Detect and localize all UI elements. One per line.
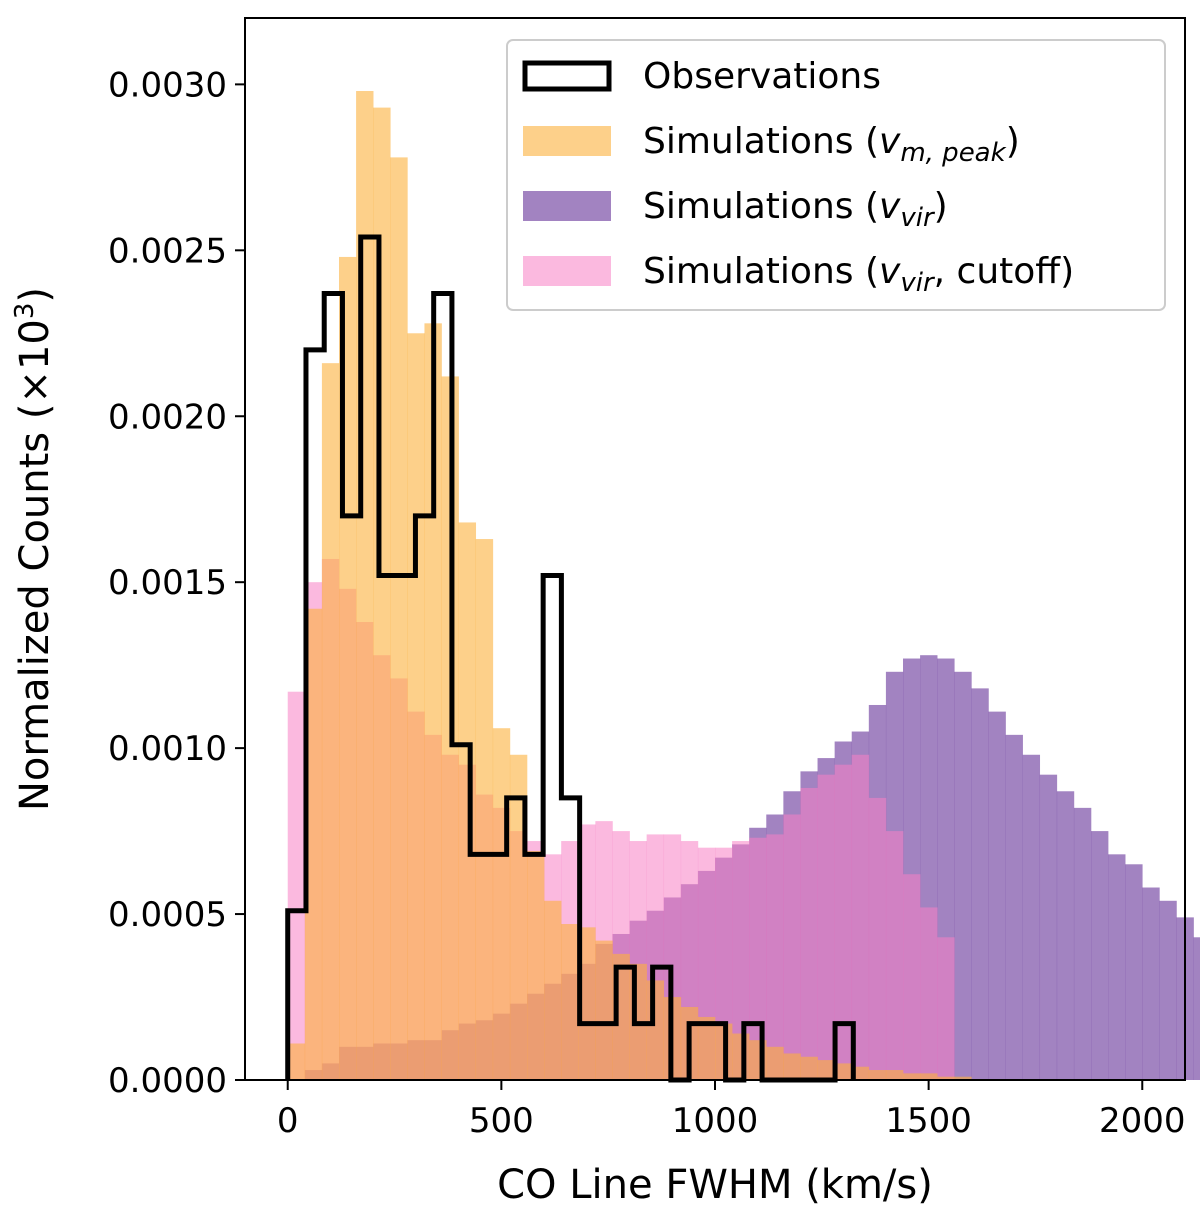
hist-bar bbox=[920, 1073, 938, 1080]
observations-step-line bbox=[285, 234, 856, 1083]
legend-swatch bbox=[522, 60, 612, 92]
hist-bar bbox=[903, 1073, 921, 1080]
hist-bar bbox=[1159, 900, 1177, 1080]
hist-bar bbox=[749, 837, 767, 1080]
y-tick-label: 0.0000 bbox=[108, 1061, 227, 1101]
hist-bar bbox=[885, 1070, 904, 1080]
hist-bar bbox=[988, 711, 1006, 1080]
hist-bar bbox=[1091, 831, 1109, 1080]
hist-bar bbox=[766, 1046, 784, 1080]
hist-bar bbox=[954, 1076, 972, 1080]
hist-bar bbox=[1108, 854, 1126, 1080]
histogram-layer bbox=[285, 91, 1200, 1083]
hist-bar bbox=[834, 1063, 853, 1080]
hist-bar bbox=[783, 814, 801, 1080]
hist-bar bbox=[544, 900, 562, 1080]
legend-swatch bbox=[523, 256, 611, 286]
hist-bar bbox=[1193, 937, 1200, 1080]
hist-bar bbox=[851, 754, 870, 1080]
y-tick-label: 0.0025 bbox=[108, 231, 227, 271]
hist-bar bbox=[766, 834, 784, 1080]
legend: Observations Simulations (vm, peak) Simula… bbox=[506, 39, 1166, 311]
legend-swatch bbox=[523, 126, 611, 156]
legend-box bbox=[506, 39, 1166, 311]
x-tick-label: 2000 bbox=[1099, 1101, 1186, 1141]
hist-bar bbox=[321, 363, 340, 1080]
y-tick-label: 0.0030 bbox=[108, 65, 227, 105]
hist-bar bbox=[868, 1070, 887, 1080]
hist-bar bbox=[1005, 734, 1023, 1080]
y-axis-label-main: Normalized Counts (×10 bbox=[12, 319, 58, 811]
hist-bar bbox=[971, 688, 989, 1080]
hist-bar bbox=[834, 764, 853, 1080]
hist-bar bbox=[800, 1056, 818, 1080]
hist-bar bbox=[458, 522, 477, 1080]
hist-bar bbox=[1125, 864, 1143, 1080]
hist-bar bbox=[732, 1033, 750, 1080]
x-tick-label: 1000 bbox=[672, 1101, 759, 1141]
x-axis-label: CO Line FWHM (km/s) bbox=[497, 1162, 933, 1208]
hist-bar bbox=[561, 924, 579, 1080]
x-axis: 0 500 1000 1500 2000 bbox=[277, 1080, 1186, 1141]
hist-bar bbox=[800, 787, 818, 1080]
y-tick-label: 0.0015 bbox=[108, 563, 227, 603]
hist-bar bbox=[390, 157, 408, 1080]
hist-bar bbox=[646, 980, 665, 1080]
series-3 bbox=[285, 234, 856, 1083]
hist-bar bbox=[1073, 807, 1092, 1080]
hist-bar bbox=[578, 927, 596, 1080]
hist-bar bbox=[732, 841, 750, 1080]
hist-bar bbox=[868, 797, 887, 1080]
y-axis: 0.0000 0.0005 0.0010 0.0015 0.0020 0.0025 0.00… bbox=[108, 65, 245, 1101]
hist-bar bbox=[1056, 791, 1075, 1080]
series-2 bbox=[287, 91, 972, 1080]
hist-bar bbox=[1039, 774, 1058, 1080]
legend-swatch bbox=[523, 191, 611, 221]
hist-bar bbox=[817, 774, 835, 1080]
legend-label: Simulations (vvir) bbox=[643, 186, 948, 233]
hist-bar bbox=[527, 851, 545, 1080]
hist-bar bbox=[595, 940, 613, 1080]
hist-bar bbox=[697, 1016, 716, 1080]
hist-bar bbox=[373, 107, 391, 1080]
hist-bar bbox=[783, 1053, 801, 1080]
hist-bar bbox=[937, 937, 955, 1080]
hist-bar bbox=[287, 1043, 306, 1080]
hist-bar bbox=[817, 1060, 835, 1080]
hist-bar bbox=[287, 691, 306, 1080]
y-tick-label: 0.0020 bbox=[108, 397, 227, 437]
hist-bar bbox=[475, 539, 494, 1080]
y-axis-label: Normalized Counts (×103) bbox=[10, 287, 58, 811]
legend-label: Observations bbox=[643, 56, 881, 97]
y-tick-label: 0.0010 bbox=[108, 729, 227, 769]
hist-bar bbox=[903, 874, 921, 1080]
hist-bar bbox=[492, 728, 511, 1080]
hist-bar bbox=[851, 1066, 870, 1080]
hist-bar bbox=[920, 907, 938, 1080]
x-tick-label: 1500 bbox=[885, 1101, 972, 1141]
hist-bar bbox=[1142, 887, 1160, 1080]
y-axis-label-exponent: 3 bbox=[10, 303, 40, 320]
hist-bar bbox=[424, 323, 442, 1080]
y-axis-label-close: ) bbox=[12, 287, 58, 303]
hist-bar bbox=[407, 333, 425, 1080]
hist-bar bbox=[1022, 754, 1041, 1080]
legend-label: Simulations (vm, peak) bbox=[643, 121, 1020, 168]
hist-bar bbox=[885, 831, 904, 1080]
hist-bar bbox=[304, 608, 323, 1080]
x-tick-label: 0 bbox=[277, 1101, 299, 1141]
legend-label: Simulations (vvir, cutoff) bbox=[643, 251, 1074, 298]
hist-bar bbox=[954, 671, 972, 1080]
hist-bar bbox=[937, 1076, 955, 1080]
y-tick-label: 0.0005 bbox=[108, 895, 227, 935]
x-tick-label: 500 bbox=[469, 1101, 534, 1141]
